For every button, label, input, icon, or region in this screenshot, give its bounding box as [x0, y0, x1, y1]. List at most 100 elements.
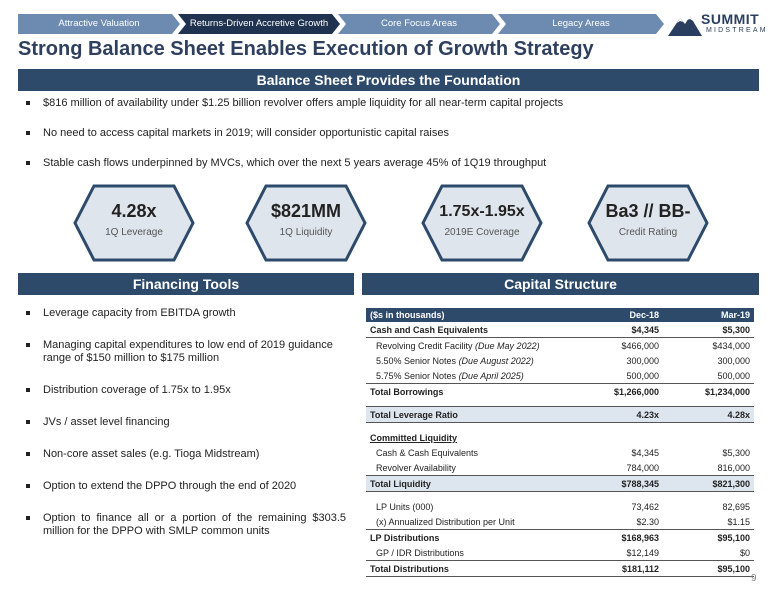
row-label: Cash and Cash Equivalents	[366, 322, 572, 338]
table-row: 5.50% Senior Notes (Due August 2022) 300…	[366, 353, 754, 368]
table-header-cell: Mar-19	[663, 308, 754, 322]
metric-credit-rating: Ba3 // BB- Credit Rating	[586, 183, 710, 263]
list-item: Option to extend the DPPO through the en…	[24, 480, 346, 512]
cell-dec18: $466,000	[621, 340, 659, 351]
bullet-text: Leverage capacity from EBITDA growth	[43, 307, 236, 319]
cell-dec18: $4,345	[572, 322, 663, 338]
hexagon-shape	[245, 184, 367, 262]
mountain-icon	[668, 16, 702, 36]
table-row: GP / IDR Distributions $12,149 $0	[366, 545, 754, 561]
tab-arrow-shape	[338, 14, 500, 34]
tab-label: Attractive Valuation	[58, 18, 140, 29]
bullet-square-icon	[26, 131, 30, 135]
row-label: LP Distributions	[366, 529, 572, 545]
metric-value: 1.75x-1.95x	[439, 203, 525, 220]
tab-arrow-shape	[18, 14, 180, 34]
tab-label: Core Focus Areas	[380, 18, 458, 29]
row-label: Cash & Cash Equivalents	[376, 447, 479, 458]
bullet-text: JVs / asset level financing	[43, 416, 170, 428]
metric-caption: Credit Rating	[618, 227, 678, 238]
hexagon-shape	[73, 184, 195, 262]
hexagon-shape	[587, 184, 709, 262]
table-row: LP Distributions $168,963 $95,100	[366, 529, 754, 545]
tab-arrow-shape	[178, 14, 340, 34]
row-label: Total Leverage Ratio	[366, 406, 572, 423]
table-row: (x) Annualized Distribution per Unit $2.…	[366, 514, 754, 530]
tab-legacy-areas[interactable]: Legacy Areas	[498, 14, 664, 34]
row-label: (x) Annualized Distribution per Unit	[376, 516, 515, 527]
cell-dec18: 784,000	[626, 462, 659, 473]
bullet-text: Non-core asset sales (e.g. Tioga Midstre…	[43, 448, 260, 460]
metric-value: $821MM	[270, 201, 342, 221]
row-label: Revolver Availability	[376, 462, 456, 473]
list-item: Non-core asset sales (e.g. Tioga Midstre…	[24, 448, 346, 480]
metric-caption: 2019E Coverage	[444, 227, 520, 238]
cell-mar19: 816,000	[717, 462, 750, 473]
bullet-text: Distribution coverage of 1.75x to 1.95x	[43, 384, 231, 396]
spacer-cell	[366, 492, 754, 500]
bullet-square-icon	[26, 452, 30, 456]
table-row: Total Borrowings $1,266,000 $1,234,000	[366, 383, 754, 399]
capital-structure-band: Capital Structure	[362, 273, 759, 295]
spacer-cell	[366, 423, 754, 431]
bullet-square-icon	[26, 516, 30, 520]
row-label-cell: Revolving Credit Facility (Due May 2022)	[366, 338, 572, 354]
table-header-cell: ($s in thousands)	[366, 308, 572, 322]
table-spacer	[366, 492, 754, 500]
row-label: Revolving Credit Facility	[376, 340, 473, 351]
tab-label: Legacy Areas	[552, 18, 610, 29]
metric-caption: 1Q Liquidity	[279, 227, 333, 238]
metric-value: Ba3 // BB-	[605, 201, 691, 221]
cell-mar19: $5,300	[663, 322, 754, 338]
bullet-text: Option to finance all or a portion of th…	[43, 512, 346, 537]
bullet-text: No need to access capital markets in 201…	[43, 127, 449, 139]
tab-core-focus-areas[interactable]: Core Focus Areas	[338, 14, 500, 34]
table-row: Committed Liquidity	[366, 430, 754, 445]
cell-dec18: 4.23x	[572, 406, 663, 423]
list-item: JVs / asset level financing	[24, 416, 346, 448]
table-row: Revolving Credit Facility (Due May 2022)…	[366, 338, 754, 354]
list-item: No need to access capital markets in 201…	[24, 127, 759, 157]
row-label: GP / IDR Distributions	[376, 547, 464, 558]
page-title: Strong Balance Sheet Enables Execution o…	[18, 38, 594, 60]
cell-dec18: 73,462	[631, 501, 659, 512]
cell-mar19: $1.15	[727, 516, 750, 527]
row-label: Committed Liquidity	[370, 432, 457, 443]
table-header-row: ($s in thousands) Dec-18 Mar-19	[366, 308, 754, 322]
row-label: LP Units (000)	[376, 501, 434, 512]
row-label: 5.50% Senior Notes	[376, 355, 457, 366]
cell-mar19: $0	[739, 547, 750, 558]
cell-dec18: 300,000	[626, 355, 659, 366]
table-row: Total Leverage Ratio 4.23x 4.28x	[366, 406, 754, 423]
cell-dec18: $4,345	[631, 447, 659, 458]
bullet-square-icon	[26, 161, 30, 165]
metric-caption: 1Q Leverage	[105, 227, 163, 238]
bullet-square-icon	[26, 388, 30, 392]
bullet-text: Option to extend the DPPO through the en…	[43, 480, 297, 492]
cell-dec18: $2.30	[636, 516, 659, 527]
cell-mar19: $821,300	[663, 475, 754, 492]
bullet-square-icon	[26, 484, 30, 488]
cell-dec18: $168,963	[572, 529, 663, 545]
row-note: (Due May 2022)	[475, 340, 540, 351]
metric-value: 4.28x	[111, 201, 157, 221]
tab-returns-driven-growth[interactable]: Returns-Driven Accretive Growth	[178, 14, 340, 34]
list-item: Managing capital expenditures to low end…	[24, 339, 346, 384]
cell-mar19: 500,000	[717, 370, 750, 381]
tab-arrow-shape	[498, 14, 664, 34]
cell-mar19: $95,100	[663, 560, 754, 577]
cell-mar19: 82,695	[722, 501, 750, 512]
bullet-square-icon	[26, 311, 30, 315]
cell-mar19: $434,000	[712, 340, 750, 351]
balance-sheet-bullets: $816 million of availability under $1.25…	[24, 97, 759, 187]
spacer-cell	[366, 399, 754, 407]
bullet-text: Managing capital expenditures to low end…	[43, 339, 333, 364]
cell-dec18: $12,149	[626, 547, 659, 558]
tab-attractive-valuation[interactable]: Attractive Valuation	[18, 14, 180, 34]
table-row: 5.75% Senior Notes (Due April 2025) 500,…	[366, 368, 754, 384]
bullet-text: Stable cash flows underpinned by MVCs, w…	[43, 157, 547, 169]
cell-mar19: $1,234,000	[663, 383, 754, 399]
row-note: (Due April 2025)	[458, 370, 524, 381]
table-spacer	[366, 423, 754, 431]
metric-leverage: 4.28x 1Q Leverage	[72, 183, 196, 263]
